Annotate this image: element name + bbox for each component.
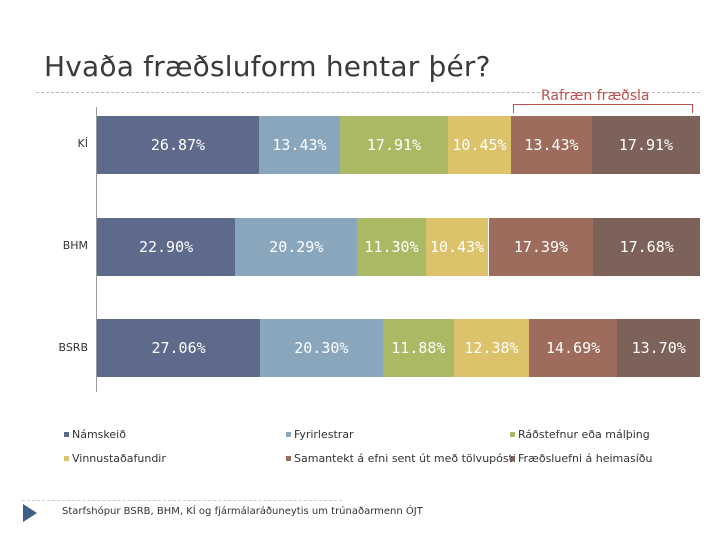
bar-segment: 17.91%	[340, 116, 448, 174]
legend-label: Vinnustaðafundir	[72, 452, 166, 465]
data-label: 26.87%	[150, 136, 206, 154]
data-label: 20.30%	[294, 339, 349, 357]
bar-segment: 20.30%	[260, 319, 383, 377]
data-label: 13.70%	[631, 339, 686, 357]
bar-segment: 20.29%	[235, 218, 358, 276]
legend-item: Vinnustaðafundir	[64, 452, 166, 465]
category-label: KÍ	[77, 137, 88, 150]
legend-swatch	[510, 456, 515, 461]
bar-segment: 11.30%	[357, 218, 426, 276]
legend-label: Samantekt á efni sent út með tölvupósti	[294, 452, 516, 465]
bar-segment: 11.88%	[382, 319, 455, 377]
bar-segment: 10.45%	[448, 116, 511, 174]
data-label: 13.43%	[524, 136, 579, 154]
bar-segment: 14.69%	[528, 319, 618, 377]
category-label: BHM	[62, 239, 88, 252]
legend-swatch	[64, 456, 69, 461]
bar-segment: 13.43%	[259, 116, 340, 174]
bar-segment: 13.70%	[617, 319, 700, 377]
data-label: 17.91%	[366, 136, 422, 154]
legend-item: Fræðsluefni á heimasíðu	[510, 452, 652, 465]
category-label: BSRB	[58, 341, 88, 354]
category-axis	[96, 107, 97, 392]
legend-item: Samantekt á efni sent út með tölvupósti	[286, 452, 516, 465]
data-label: 17.68%	[619, 238, 674, 256]
bar-segment: 17.39%	[488, 218, 594, 276]
legend-swatch	[286, 456, 291, 461]
legend-swatch	[286, 432, 291, 437]
title-divider	[36, 92, 700, 93]
bar-segment: 10.43%	[425, 218, 489, 276]
legend-label: Ráðstefnur eða málþing	[518, 428, 650, 441]
legend-label: Fræðsluefni á heimasíðu	[518, 452, 653, 465]
bar-segment: 22.90%	[97, 218, 236, 276]
footer-text: Starfshópur BSRB, BHM, KÍ og fjármálaráð…	[62, 506, 423, 517]
legend-swatch	[64, 432, 69, 437]
bar-segment: 13.43%	[511, 116, 592, 174]
triangle-right-icon[interactable]	[22, 503, 38, 523]
data-label: 11.30%	[364, 238, 419, 256]
legend-item: Fyrirlestrar	[286, 428, 354, 441]
slide-title: Hvaða fræðsluform hentar þér?	[44, 50, 491, 83]
legend-label: Námskeið	[72, 428, 126, 441]
data-label: 17.91%	[618, 136, 674, 154]
footer-divider	[22, 500, 342, 501]
data-label: 27.06%	[151, 339, 206, 357]
bracket-label: Rafræn fræðsla	[541, 88, 650, 104]
legend-item: Námskeið	[64, 428, 126, 441]
bar-segment: 17.91%	[592, 116, 700, 174]
data-label: 20.29%	[269, 238, 324, 256]
data-label: 11.88%	[391, 339, 446, 357]
legend-label: Fyrirlestrar	[294, 428, 354, 441]
data-label: 10.45%	[452, 136, 507, 154]
data-label: 13.43%	[272, 136, 327, 154]
bracket-line	[513, 104, 693, 113]
bar-segment: 12.38%	[454, 319, 529, 377]
data-label: 17.39%	[513, 238, 569, 256]
bar-segment: 27.06%	[97, 319, 261, 377]
data-label: 10.43%	[429, 238, 485, 256]
bar-segment: 17.68%	[593, 218, 700, 276]
legend-swatch	[510, 432, 515, 437]
bar-segment: 26.87%	[97, 116, 260, 174]
data-label: 12.38%	[464, 339, 519, 357]
data-label: 22.90%	[138, 238, 194, 256]
data-label: 14.69%	[546, 339, 601, 357]
legend-item: Ráðstefnur eða málþing	[510, 428, 650, 441]
